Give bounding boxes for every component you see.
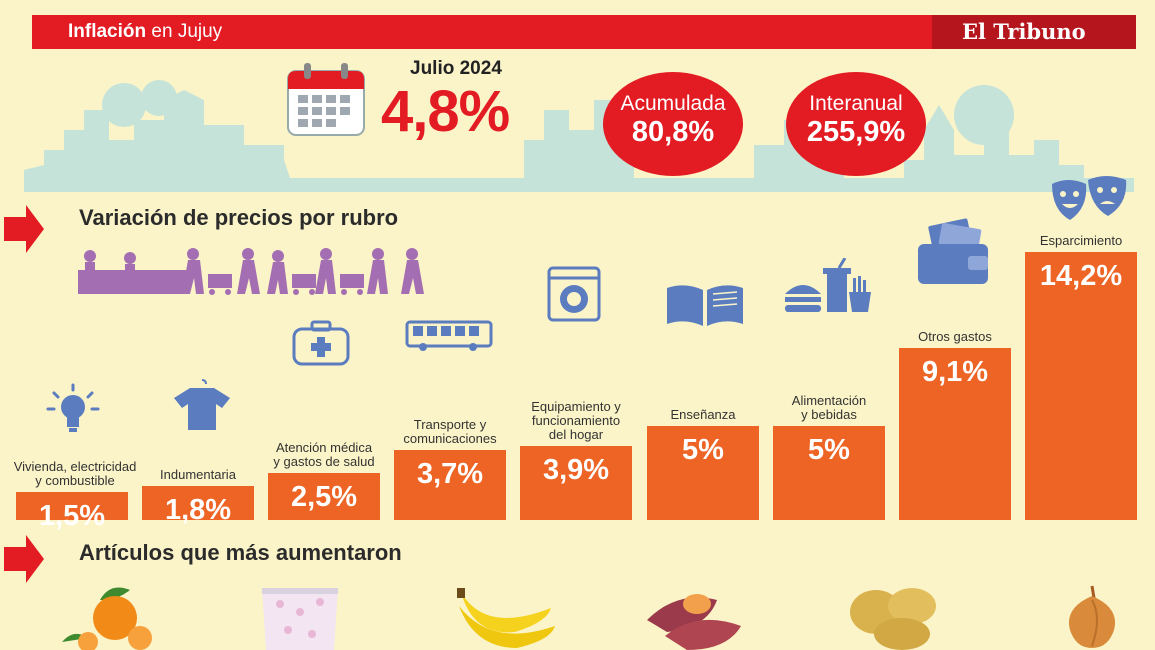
header-title: Inflación en Jujuy bbox=[68, 21, 223, 42]
bananas-icon bbox=[457, 588, 555, 648]
yearly-label: Interanual bbox=[809, 92, 903, 115]
yearly-badge: Interanual 255,9% bbox=[786, 72, 926, 176]
month-label: Julio 2024 bbox=[410, 58, 502, 79]
section-title-top-items: Artículos que más aumentaron bbox=[79, 540, 402, 565]
bar-category-label-line: y combustible bbox=[35, 473, 115, 488]
onion-icon bbox=[1068, 585, 1116, 648]
bar-category-label-line: Otros gastos bbox=[918, 329, 992, 344]
city-skyline-illustration bbox=[24, 80, 1134, 192]
bar-category-label-line: del hogar bbox=[548, 427, 604, 442]
bar-category-label: Otros gastos bbox=[880, 330, 1030, 344]
calendar-icon bbox=[287, 63, 365, 136]
bar-category-label-line: Equipamiento y bbox=[531, 399, 621, 414]
bar-category-label: Vivienda, electricidad y combustible bbox=[0, 460, 150, 488]
bar-value-label: 14,2% bbox=[1039, 260, 1123, 292]
bar-category-label: Indumentaria bbox=[123, 468, 273, 482]
bar-category-label-line: y gastos de salud bbox=[273, 454, 375, 469]
bar-7: 5% bbox=[773, 426, 885, 520]
mandarin-icon bbox=[62, 587, 152, 650]
wallet-icon bbox=[918, 218, 988, 284]
bar-category-label-line: comunicaciones bbox=[403, 431, 497, 446]
cumulative-value: 80,8% bbox=[631, 116, 715, 148]
cumulative-label: Acumulada bbox=[620, 92, 726, 115]
bar-8: 9,1% bbox=[899, 348, 1011, 520]
arrow-icon bbox=[4, 535, 44, 583]
bar-value-label: 2,5% bbox=[290, 481, 358, 513]
bar-category-label: Atención médica y gastos de salud bbox=[249, 441, 399, 469]
lightbulb-icon bbox=[46, 383, 100, 432]
bar-category-label: Esparcimiento bbox=[1006, 234, 1155, 248]
bar-category-label: Transporte y comunicaciones bbox=[375, 418, 525, 446]
bar-category-label-line: Atención médica bbox=[275, 440, 373, 455]
bar-1: 1,5% bbox=[16, 492, 128, 532]
bar-category-label-line: Transporte y bbox=[413, 417, 487, 432]
sweet-potato-icon bbox=[647, 594, 741, 650]
food-icon bbox=[785, 258, 871, 312]
bar-9: 14,2% bbox=[1025, 252, 1137, 520]
bar-3: 2,5% bbox=[268, 473, 380, 520]
bar-4: 3,7% bbox=[394, 450, 506, 520]
bar-category-label-line: y bebidas bbox=[801, 407, 857, 422]
cumulative-badge: Acumulada 80,8% bbox=[603, 72, 743, 176]
arrow-icon bbox=[4, 205, 44, 253]
washing-machine-icon bbox=[547, 266, 601, 322]
book-icon bbox=[667, 285, 743, 326]
theater-masks-icon bbox=[1052, 176, 1127, 220]
tshirt-icon bbox=[174, 379, 230, 430]
bar-6: 5% bbox=[647, 426, 759, 520]
brand-box: El Tribuno bbox=[932, 15, 1136, 49]
bar-category-label: Equipamiento y funcionamiento del hogar bbox=[501, 400, 651, 442]
bar-category-label: Enseñanza bbox=[628, 408, 778, 422]
bar-2: 1,8% bbox=[142, 486, 254, 526]
bar-category-label: Alimentación y bebidas bbox=[754, 394, 904, 422]
bar-5: 3,9% bbox=[520, 446, 632, 520]
bar-category-label-line: Alimentación bbox=[791, 393, 867, 408]
brand-logo: El Tribuno bbox=[962, 19, 1086, 44]
bar-value-label: 1,5% bbox=[38, 500, 106, 532]
bar-category-label-line: Enseñanza bbox=[670, 407, 736, 422]
bar-category-label-line: funcionamiento bbox=[531, 413, 621, 428]
bar-value-label: 3,7% bbox=[416, 458, 484, 490]
bus-icon bbox=[405, 320, 493, 351]
potatoes-icon bbox=[850, 588, 936, 650]
bar-value-label: 1,8% bbox=[164, 494, 232, 526]
yearly-value: 255,9% bbox=[806, 116, 906, 148]
diaper-icon bbox=[262, 588, 338, 650]
section-title-by-category: Variación de precios por rubro bbox=[79, 205, 399, 230]
medical-kit-icon bbox=[292, 320, 350, 366]
shoppers-illustration bbox=[78, 248, 424, 295]
header-bar: Inflación en Jujuy El Tribuno bbox=[32, 15, 1136, 49]
bar-category-label-line: Indumentaria bbox=[160, 467, 236, 482]
monthly-inflation-value: 4,8% bbox=[381, 79, 510, 144]
bar-category-label-line: Esparcimiento bbox=[1039, 233, 1123, 248]
bar-value-label: 9,1% bbox=[921, 356, 989, 388]
bar-value-label: 3,9% bbox=[542, 454, 610, 486]
bar-value-label: 5% bbox=[808, 434, 850, 466]
bar-value-label: 5% bbox=[682, 434, 724, 466]
bar-category-label-line: Vivienda, electricidad bbox=[13, 459, 137, 474]
